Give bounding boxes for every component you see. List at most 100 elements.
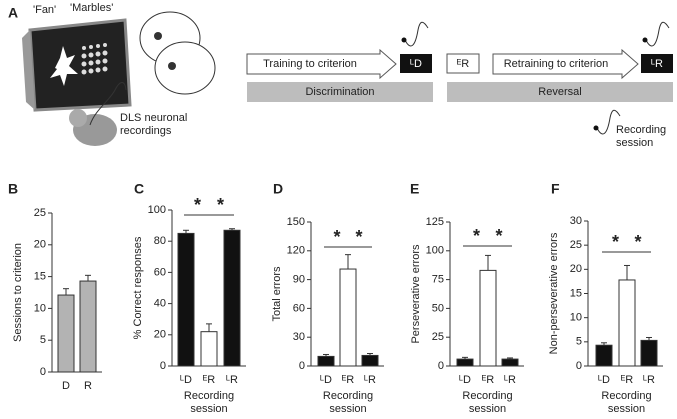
panel-letter: C: [134, 181, 144, 197]
significance-star: *: [612, 232, 619, 252]
y-tick-label: 20: [34, 239, 46, 251]
y-tick-label: 10: [570, 312, 582, 324]
session-icon: [404, 21, 429, 47]
dls-site: [154, 32, 162, 40]
y-tick-label: 80: [154, 235, 166, 247]
monitor-side: [22, 30, 35, 110]
x-tick-label: ᴸD: [180, 374, 192, 386]
session-icon: [401, 37, 407, 43]
y-tick-label: 30: [293, 331, 305, 343]
bar: [618, 279, 636, 367]
y-axis-label: % Correct responses: [132, 236, 144, 339]
x-tick-label: ᴸR: [364, 374, 376, 386]
stimulus-label: 'Fan': [33, 4, 56, 16]
bar: [57, 294, 75, 373]
bar: [595, 344, 613, 367]
y-tick-label: 150: [287, 216, 305, 228]
y-tick-label: 0: [576, 360, 582, 372]
session-label: ᴱR: [457, 58, 470, 70]
x-tick-label: ᴱR: [621, 374, 634, 386]
stimulus-label: 'Marbles': [70, 2, 113, 14]
phase-bar: [447, 82, 673, 102]
legend-box: Recording session: [616, 124, 667, 149]
bar: [456, 358, 474, 367]
x-tick-label: ᴱR: [203, 374, 216, 386]
panel-letter: F: [551, 181, 560, 197]
y-tick-label: 20: [570, 263, 582, 275]
session-label: ᴸR: [651, 58, 663, 70]
x-axis-label-box: Recording session: [183, 390, 235, 415]
x-tick-label: ᴸR: [504, 374, 516, 386]
bar: [177, 232, 195, 367]
y-tick-label: 0: [299, 360, 305, 372]
y-tick-label: 0: [40, 366, 46, 378]
significance-star: *: [217, 195, 224, 215]
y-tick-label: 125: [426, 216, 444, 228]
x-tick-label: ᴸD: [598, 374, 610, 386]
x-axis-label: Recording session: [183, 390, 235, 415]
phase-bar: [247, 82, 433, 102]
session-box: [400, 54, 432, 73]
significance-star: *: [495, 226, 502, 246]
x-axis-label: Recording session: [322, 390, 374, 415]
y-tick-label: 100: [426, 245, 444, 257]
y-tick-label: 60: [154, 266, 166, 278]
panel-letter: B: [8, 181, 18, 197]
x-tick-label: ᴸR: [226, 374, 238, 386]
y-tick-label: 25: [34, 207, 46, 219]
y-tick-label: 0: [160, 360, 166, 372]
session-icon: [642, 37, 648, 43]
recording-cable: [89, 82, 127, 126]
x-axis-label: Recording session: [601, 390, 652, 415]
y-tick-label: 10: [34, 302, 46, 314]
legend-label: Recording session: [616, 124, 667, 149]
significance-star: *: [194, 195, 201, 215]
x-axis-label-box: Recording session: [601, 390, 652, 415]
x-axis-label-box: Recording session: [322, 390, 374, 415]
bar: [200, 331, 218, 367]
x-tick-label: ᴱR: [482, 374, 495, 386]
y-tick-label: 40: [154, 298, 166, 310]
arrow: [492, 48, 639, 80]
panel-letter: E: [410, 181, 419, 197]
y-tick-label: 15: [570, 287, 582, 299]
session-icon: [645, 21, 670, 47]
mouse-head: [69, 109, 87, 127]
legend-icon: [593, 125, 599, 131]
x-tick-label: ᴸD: [459, 374, 471, 386]
phase-label: Discrimination: [305, 86, 374, 98]
x-tick-label: ᴸD: [320, 374, 332, 386]
session-box: [446, 53, 480, 74]
recording-label: DLS neuronal recordings: [120, 112, 188, 137]
y-tick-label: 20: [154, 329, 166, 341]
marbles-stimulus: [81, 43, 108, 75]
y-tick-label: 25: [570, 239, 582, 251]
bar: [501, 358, 519, 367]
y-axis-label: Sessions to criterion: [12, 243, 24, 342]
y-tick-label: 100: [148, 204, 166, 216]
legend-icon: [596, 109, 621, 135]
y-axis-label: Non-perseverative errors: [548, 232, 560, 354]
significance-star: *: [473, 226, 480, 246]
y-tick-label: 15: [34, 271, 46, 283]
recording-label-box: DLS neuronal recordings: [120, 112, 188, 137]
y-tick-label: 5: [576, 336, 582, 348]
bar: [317, 355, 335, 367]
y-tick-label: 120: [287, 245, 305, 257]
bar: [479, 269, 497, 367]
y-tick-label: 90: [293, 274, 305, 286]
y-tick-label: 60: [293, 302, 305, 314]
panel-letter: D: [273, 181, 283, 197]
significance-star: *: [634, 232, 641, 252]
phase-label: Reversal: [538, 86, 581, 98]
x-axis-label-box: Recording session: [462, 390, 512, 415]
x-tick-label: ᴸR: [643, 374, 655, 386]
y-tick-label: 0: [438, 360, 444, 372]
significance-star: *: [355, 227, 362, 247]
significance-star: *: [333, 227, 340, 247]
y-tick-label: 75: [432, 274, 444, 286]
bar: [223, 229, 241, 367]
bar: [361, 354, 379, 367]
session-box: [641, 54, 673, 73]
